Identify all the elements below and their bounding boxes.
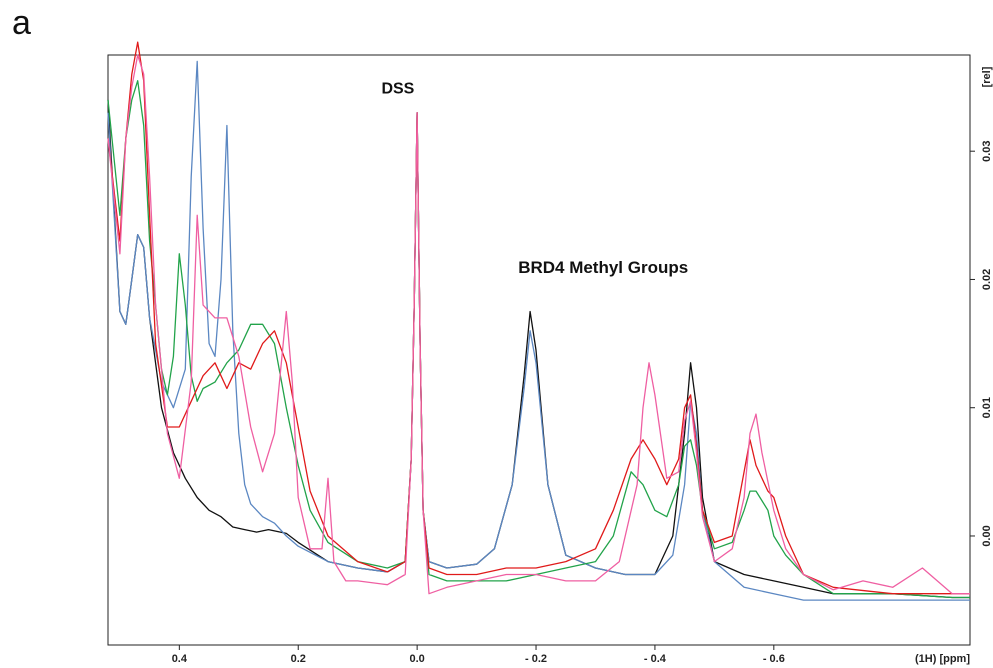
x-tick-label-5: - 0.4 — [644, 653, 667, 665]
panel-label: a — [12, 4, 31, 42]
x-tick-label-6: - 0.6 — [763, 653, 785, 665]
y-tick-label-3: 0.02 — [981, 269, 993, 290]
x-tick-label-3: 0.0 — [409, 653, 424, 665]
x-axis-label: (1H) [ppm] — [915, 653, 970, 665]
series-line-3 — [107, 80, 970, 599]
series-line-5 — [107, 54, 970, 595]
series-line-2 — [107, 60, 970, 601]
y-tick-label-1: 0.00 — [981, 525, 993, 546]
y-tick-label-4: 0.03 — [981, 140, 993, 161]
annotation-1: DSS — [381, 80, 414, 97]
annotation-layer: DSS BRD4 Methyl Groups — [381, 80, 688, 277]
y-axis: 0.00 0.01 0.02 0.03 — [970, 140, 993, 547]
series-line-1 — [107, 99, 970, 599]
x-axis: 0.4 0.2 0.0 - 0.2 - 0.4 - 0.6 — [172, 645, 785, 665]
series-line-4 — [107, 41, 970, 595]
x-tick-label-2: 0.2 — [291, 653, 306, 665]
annotation-2: BRD4 Methyl Groups — [518, 258, 688, 277]
y-axis-label: [rel] — [981, 66, 993, 87]
series-layer — [107, 41, 970, 601]
plot-frame — [107, 54, 971, 646]
x-tick-label-1: 0.4 — [172, 653, 188, 665]
y-tick-label-2: 0.01 — [981, 397, 993, 418]
x-tick-label-4: - 0.2 — [525, 653, 547, 665]
